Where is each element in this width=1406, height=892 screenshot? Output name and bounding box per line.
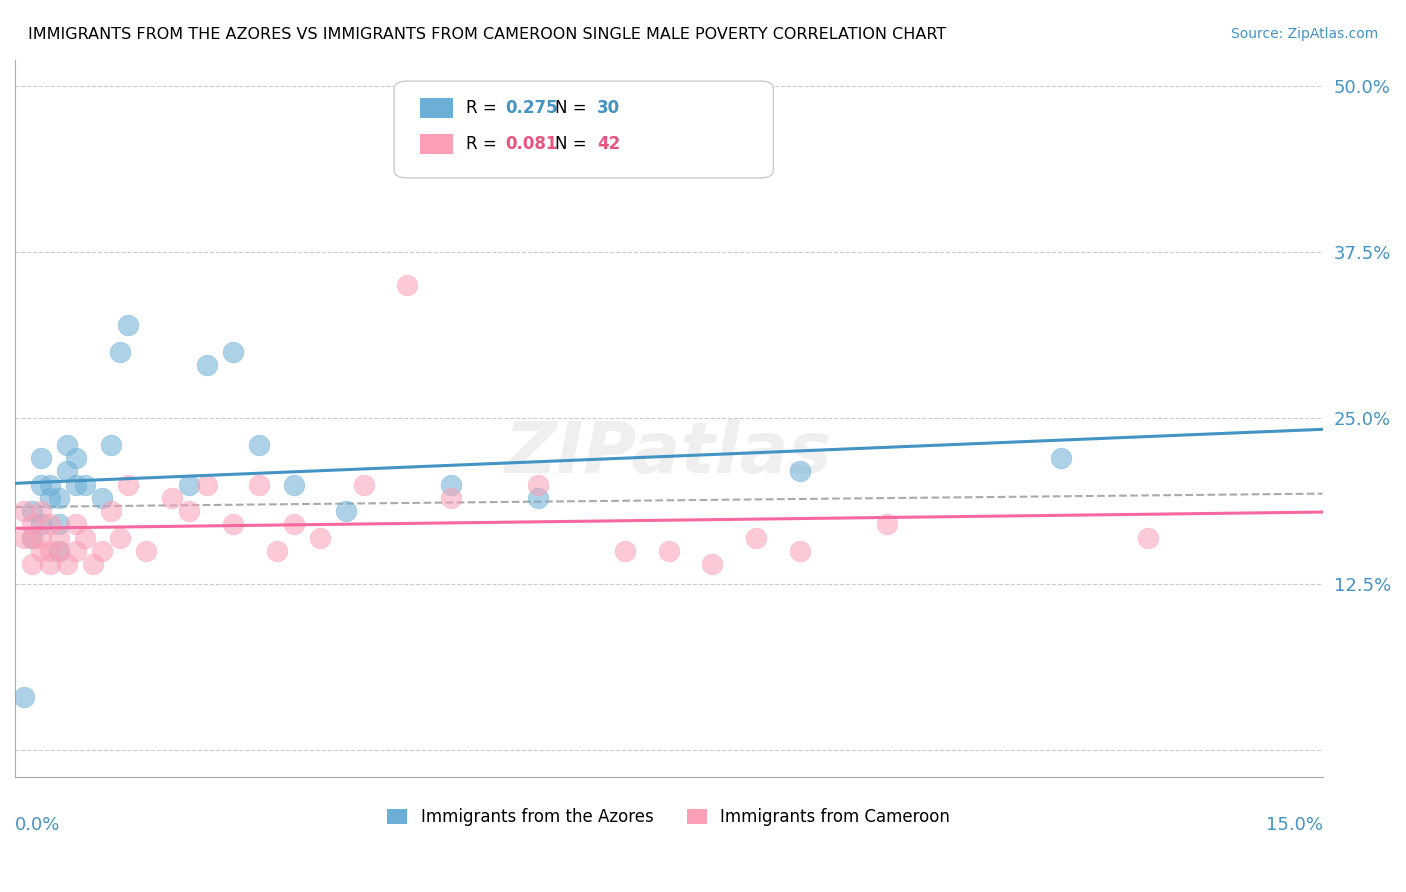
Point: [440, 477, 463, 491]
Text: 42: 42: [596, 136, 620, 153]
Point: [108, 344, 131, 359]
Point: [56, 464, 79, 478]
Point: [108, 531, 131, 545]
Point: [179, 477, 201, 491]
Point: [179, 504, 201, 518]
Point: [48, 491, 70, 505]
Point: [30, 544, 52, 558]
FancyBboxPatch shape: [420, 134, 453, 154]
Text: N =: N =: [555, 99, 592, 118]
Point: [222, 517, 245, 532]
Point: [56, 438, 79, 452]
Text: R =: R =: [467, 136, 502, 153]
Point: [117, 318, 139, 333]
Point: [100, 504, 122, 518]
Text: IMMIGRANTS FROM THE AZORES VS IMMIGRANTS FROM CAMEROON SINGLE MALE POVERTY CORRE: IMMIGRANTS FROM THE AZORES VS IMMIGRANTS…: [28, 27, 946, 42]
Text: 0.081: 0.081: [505, 136, 558, 153]
Text: 0.275: 0.275: [505, 99, 558, 118]
Point: [38, 544, 60, 558]
Point: [48, 544, 70, 558]
Point: [21, 557, 44, 571]
Point: [21, 531, 44, 545]
Point: [702, 557, 724, 571]
Point: [38, 477, 60, 491]
Point: [65, 477, 87, 491]
Point: [65, 517, 87, 532]
Point: [789, 544, 811, 558]
FancyBboxPatch shape: [420, 98, 453, 119]
Point: [91, 491, 114, 505]
Text: Source: ZipAtlas.com: Source: ZipAtlas.com: [1230, 27, 1378, 41]
FancyBboxPatch shape: [394, 81, 773, 178]
Point: [309, 531, 332, 545]
Point: [48, 544, 70, 558]
Text: N =: N =: [555, 136, 592, 153]
Text: 30: 30: [596, 99, 620, 118]
Point: [13, 690, 35, 704]
Text: R =: R =: [467, 99, 502, 118]
Point: [38, 491, 60, 505]
Point: [614, 544, 637, 558]
Point: [30, 450, 52, 465]
Point: [247, 438, 270, 452]
Point: [1137, 531, 1160, 545]
Point: [745, 531, 768, 545]
Point: [30, 477, 52, 491]
Point: [73, 477, 96, 491]
Point: [658, 544, 681, 558]
Point: [38, 517, 60, 532]
Point: [247, 477, 270, 491]
Point: [283, 517, 305, 532]
Point: [160, 491, 183, 505]
Point: [38, 557, 60, 571]
Point: [222, 344, 245, 359]
Point: [48, 517, 70, 532]
Point: [21, 517, 44, 532]
Text: 15.0%: 15.0%: [1265, 816, 1323, 834]
Point: [266, 544, 288, 558]
Point: [30, 531, 52, 545]
Point: [876, 517, 898, 532]
Point: [21, 504, 44, 518]
Point: [13, 504, 35, 518]
Point: [91, 544, 114, 558]
Text: 0.0%: 0.0%: [15, 816, 60, 834]
Point: [396, 278, 419, 293]
Point: [527, 477, 550, 491]
Point: [48, 531, 70, 545]
Point: [30, 517, 52, 532]
Point: [135, 544, 157, 558]
Text: ZIPatlas: ZIPatlas: [505, 419, 832, 489]
Point: [1050, 450, 1073, 465]
Point: [73, 531, 96, 545]
Point: [353, 477, 375, 491]
Point: [117, 477, 139, 491]
Point: [283, 477, 305, 491]
Point: [789, 464, 811, 478]
Point: [195, 477, 218, 491]
Point: [195, 358, 218, 372]
Point: [100, 438, 122, 452]
Point: [527, 491, 550, 505]
Point: [65, 450, 87, 465]
Point: [65, 544, 87, 558]
Point: [82, 557, 104, 571]
Point: [30, 504, 52, 518]
Point: [335, 504, 357, 518]
Point: [440, 491, 463, 505]
Point: [21, 531, 44, 545]
Legend: Immigrants from the Azores, Immigrants from Cameroon: Immigrants from the Azores, Immigrants f…: [381, 802, 956, 833]
Point: [13, 531, 35, 545]
Point: [56, 557, 79, 571]
